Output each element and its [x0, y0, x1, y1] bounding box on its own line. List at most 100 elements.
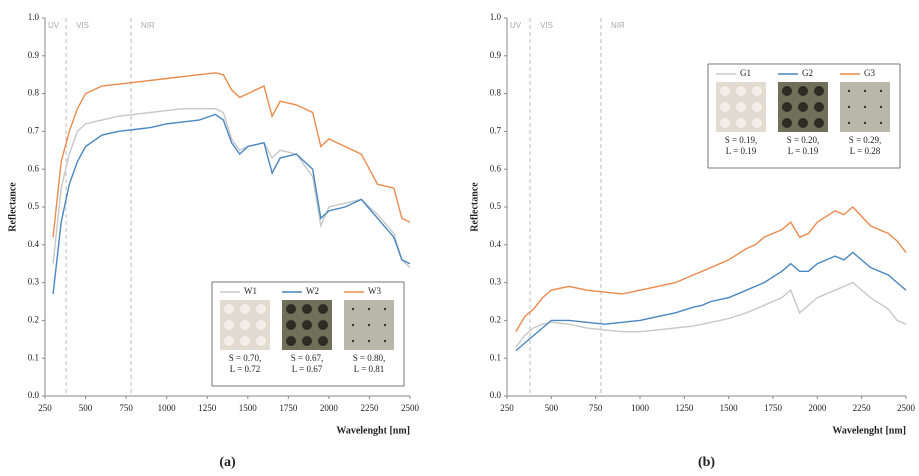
sample-texture: [879, 121, 883, 125]
sample-texture: [383, 339, 387, 343]
y-tick-label: 0.2: [490, 314, 501, 324]
sample-texture: [782, 102, 792, 112]
x-tick-label: 1750: [764, 403, 783, 413]
sample-texture: [798, 118, 808, 128]
y-tick-label: 0.7: [490, 125, 502, 135]
y-tick-label: 0.9: [490, 50, 502, 60]
sample-texture: [302, 320, 312, 330]
y-tick-label: 1.0: [490, 12, 502, 22]
y-axis-label: Reflectance: [469, 182, 480, 232]
y-tick-label: 0.0: [28, 390, 40, 400]
x-tick-label: 250: [500, 403, 514, 413]
sample-texture: [286, 320, 296, 330]
sample-texture: [240, 304, 250, 314]
sample-texture: [736, 118, 746, 128]
legend-note: L = 0.67: [292, 364, 323, 374]
x-tick-label: 2250: [360, 403, 379, 413]
x-axis-label: Wavelenght [nm]: [336, 425, 410, 436]
sample-texture: [798, 86, 808, 96]
y-tick-label: 0.8: [490, 88, 502, 98]
x-tick-label: 500: [79, 403, 93, 413]
legend-note: S = 0.29,: [849, 135, 882, 145]
region-label: NIR: [141, 21, 155, 30]
region-label: UV: [510, 21, 522, 30]
x-tick-label: 500: [545, 403, 559, 413]
x-tick-label: 2250: [853, 403, 872, 413]
sample-texture: [814, 102, 824, 112]
y-tick-label: 0.6: [28, 163, 40, 173]
y-tick-label: 0.1: [28, 352, 39, 362]
sample-texture: [383, 323, 387, 327]
legend-label: W3: [368, 286, 381, 296]
legend-label: W1: [244, 286, 257, 296]
sample-texture: [240, 336, 250, 346]
legend-label: G2: [802, 68, 813, 78]
sample-texture: [782, 118, 792, 128]
legend-note: L = 0.81: [354, 364, 385, 374]
sample-texture: [879, 89, 883, 93]
sample-texture: [752, 102, 762, 112]
region-label: NIR: [611, 21, 625, 30]
sample-texture: [351, 307, 355, 311]
sample-texture: [847, 89, 851, 93]
panel: 0.0 0.1 0.2 0.3 0.4 0.5 0.6 0.7 0.8 0.9 1.0 250 500 7…: [469, 12, 915, 470]
x-tick-label: 1000: [158, 403, 177, 413]
sample-texture: [736, 86, 746, 96]
series-line: [515, 206, 907, 333]
sample-texture: [367, 339, 371, 343]
region-label: UV: [48, 21, 60, 30]
legend-note: S = 0.19,: [725, 135, 758, 145]
y-tick-label: 0.6: [490, 163, 502, 173]
series-line: [515, 251, 907, 352]
sample-texture: [752, 118, 762, 128]
y-tick-label: 1.0: [28, 12, 40, 22]
legend-note: L = 0.28: [850, 146, 881, 156]
legend-note: S = 0.20,: [787, 135, 820, 145]
legend-note: L = 0.72: [230, 364, 261, 374]
legend-note: S = 0.67,: [291, 353, 324, 363]
panel: 0.0 0.1 0.2 0.3 0.4 0.5 0.6 0.7 0.8 0.9 1.0 250 500 7…: [7, 12, 419, 470]
sample-texture: [782, 86, 792, 96]
y-tick-label: 0.9: [28, 50, 40, 60]
region-label: VIS: [76, 21, 89, 30]
sample-texture: [736, 102, 746, 112]
legend-note: L = 0.19: [726, 146, 757, 156]
x-tick-label: 1500: [720, 403, 739, 413]
y-tick-label: 0.3: [28, 277, 40, 287]
x-tick-label: 1250: [675, 403, 694, 413]
sample-texture: [879, 105, 883, 109]
sample-texture: [256, 320, 266, 330]
sample-texture: [351, 323, 355, 327]
sample-texture: [240, 320, 250, 330]
legend-label: G1: [740, 68, 751, 78]
sample-texture: [847, 121, 851, 125]
x-tick-label: 1500: [239, 403, 258, 413]
sample-texture: [383, 307, 387, 311]
x-axis-label: Wavelenght [nm]: [832, 425, 906, 436]
sample-texture: [256, 304, 266, 314]
sample-texture: [863, 105, 867, 109]
sample-texture: [224, 304, 234, 314]
sample-texture: [847, 105, 851, 109]
sample-texture: [752, 86, 762, 96]
sample-texture: [720, 102, 730, 112]
legend: W1 S = 0.70,L = 0.72 W2 S = 0.67,L = 0.67 W3…: [211, 281, 405, 387]
y-tick-label: 0.7: [28, 125, 40, 135]
series-line: [52, 108, 411, 269]
x-tick-label: 2500: [897, 403, 916, 413]
y-tick-label: 0.0: [490, 390, 502, 400]
sample-texture: [318, 336, 328, 346]
series-line: [52, 113, 411, 294]
sample-texture: [318, 320, 328, 330]
sample-texture: [318, 304, 328, 314]
y-tick-label: 0.3: [490, 277, 502, 287]
x-tick-label: 1250: [198, 403, 217, 413]
caption: (a): [219, 455, 236, 470]
x-tick-label: 2000: [320, 403, 339, 413]
sample-texture: [302, 336, 312, 346]
series-line: [52, 72, 411, 238]
sample-texture: [224, 320, 234, 330]
sample-texture: [863, 89, 867, 93]
